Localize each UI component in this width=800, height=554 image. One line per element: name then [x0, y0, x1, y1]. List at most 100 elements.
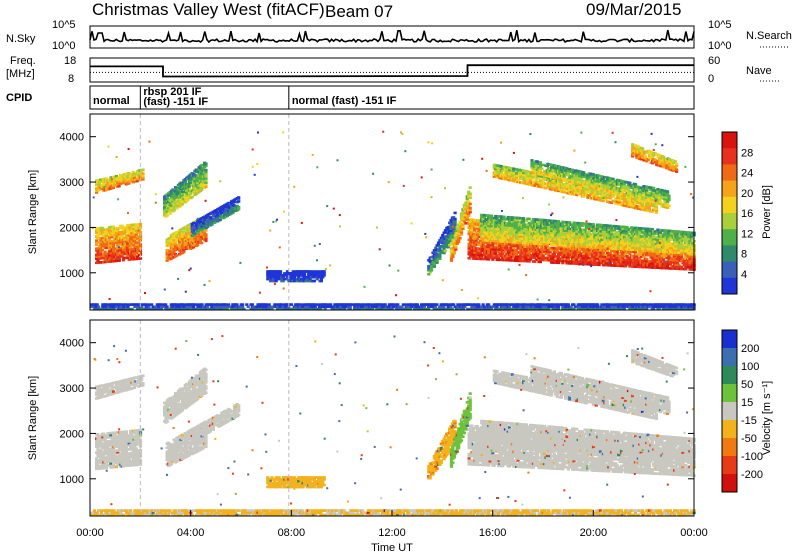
range-time-cell — [126, 178, 130, 181]
range-time-cell — [572, 221, 576, 225]
range-time-cell — [112, 241, 116, 245]
range-time-cell — [191, 245, 196, 249]
range-time-cell — [489, 214, 494, 218]
range-time-cell — [106, 181, 110, 185]
range-time-cell — [112, 245, 116, 249]
freq-frame — [89, 57, 695, 83]
range-time-cell — [278, 272, 283, 275]
range-time-cell — [290, 275, 294, 279]
range-time-cell — [120, 236, 124, 240]
range-time-cell — [172, 251, 176, 255]
range-time-cell — [290, 274, 294, 277]
range-time-cell — [682, 259, 686, 263]
range-time-cell — [111, 186, 116, 189]
range-time-cell — [218, 218, 222, 221]
range-time-cell — [131, 170, 135, 174]
range-time-cell — [104, 246, 109, 249]
range-time-cell — [116, 229, 120, 232]
nsky-right-tick-bottom: 10^0 — [708, 40, 732, 52]
range-time-cell — [117, 257, 121, 260]
range-time-cell — [133, 237, 137, 241]
range-time-cell — [100, 236, 104, 240]
range-time-cell — [120, 181, 124, 185]
range-time-cell — [112, 225, 116, 229]
range-time-cell — [110, 227, 114, 231]
range-time-cell — [165, 255, 169, 258]
range-time-cell — [200, 226, 204, 230]
range-time-cell — [204, 164, 208, 168]
range-time-cell — [117, 243, 121, 246]
range-time-cell — [109, 250, 113, 253]
range-time-cell — [680, 265, 684, 269]
cpid-frame — [89, 85, 695, 110]
range-time-cell — [123, 238, 127, 242]
range-time-cell — [274, 279, 278, 283]
range-time-cell — [134, 229, 138, 232]
range-time-cell — [95, 181, 99, 185]
range-time-cell — [204, 233, 208, 236]
range-time-cell — [103, 260, 107, 264]
range-time-cell — [96, 261, 100, 264]
range-time-cell — [110, 257, 114, 261]
range-time-cell — [110, 231, 114, 235]
range-time-cell — [131, 251, 135, 255]
range-time-cell — [180, 190, 185, 194]
range-time-cell — [201, 216, 206, 219]
range-time-cell — [134, 243, 138, 246]
range-time-cell — [95, 183, 99, 186]
range-time-cell — [276, 277, 280, 281]
range-time-cell — [196, 231, 200, 234]
range-time-cell — [141, 172, 145, 175]
range-time-cell — [231, 211, 235, 214]
date-title: 09/Mar/2015 — [586, 0, 681, 19]
range-time-cell — [97, 257, 102, 260]
range-time-cell — [192, 221, 196, 225]
freq-label-line1: Freq. — [10, 55, 36, 67]
range-time-cell — [104, 177, 109, 180]
range-time-cell — [468, 192, 472, 195]
range-time-cell — [133, 239, 137, 243]
range-time-cell — [189, 192, 193, 195]
range-time-cell — [131, 249, 135, 253]
range-time-cell — [204, 239, 208, 243]
range-time-cell — [468, 186, 472, 189]
beam-title: Beam 07 — [325, 2, 393, 21]
range-time-cell — [96, 235, 100, 238]
range-time-cell — [126, 176, 130, 179]
range-time-cell — [124, 180, 128, 184]
range-time-cell — [102, 244, 106, 248]
range-time-cell — [453, 217, 457, 221]
range-time-cell — [204, 183, 208, 186]
range-time-cell — [443, 249, 447, 253]
range-time-cell — [136, 231, 140, 234]
range-time-cell — [117, 235, 121, 238]
range-time-cell — [189, 179, 193, 183]
range-time-cell — [271, 277, 275, 281]
range-time-cell — [138, 245, 143, 248]
range-time-cell — [127, 258, 131, 261]
range-time-cell — [659, 228, 663, 232]
range-time-cell — [112, 243, 116, 247]
freq-tick-top: 18 — [64, 55, 76, 67]
range-time-cell — [204, 172, 208, 176]
nsky-tick-bottom: 10^0 — [52, 40, 76, 52]
range-time-cell — [237, 207, 241, 211]
range-time-cell — [103, 258, 107, 262]
range-time-cell — [119, 247, 123, 250]
range-time-cell — [213, 221, 217, 225]
range-time-cell — [137, 229, 141, 232]
cpid-segment-label: rbsp 201 IF — [143, 86, 201, 98]
range-time-cell — [123, 232, 127, 236]
power-plot-bg — [90, 114, 694, 310]
range-time-cell — [165, 259, 169, 262]
range-time-cell — [458, 236, 462, 240]
range-time-cell — [610, 264, 614, 267]
range-time-cell — [193, 243, 197, 246]
range-time-cell — [270, 275, 274, 279]
range-time-cell — [204, 168, 208, 172]
range-time-cell — [138, 257, 143, 260]
range-time-cell — [204, 170, 208, 174]
range-time-cell — [169, 196, 174, 199]
range-time-cell — [133, 231, 137, 235]
